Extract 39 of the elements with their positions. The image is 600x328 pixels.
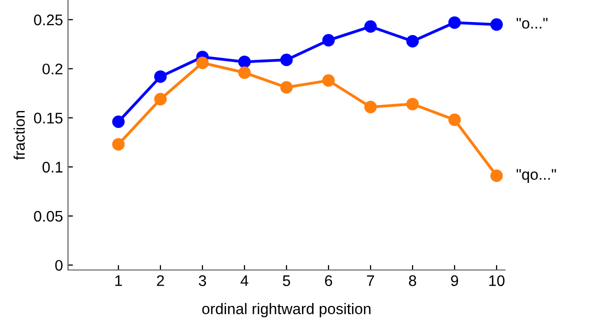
x-tick-label: 6 [325,275,332,286]
y-axis-title: fraction [14,110,25,160]
x-tick-label: 1 [115,275,122,286]
point [364,100,377,114]
x-tick-label: 2 [156,275,164,286]
point [280,81,293,94]
point [196,56,209,70]
point [322,34,335,47]
y-tick-label: 0 [55,260,63,271]
x-tick-label: 7 [367,275,374,286]
y-tick-label: 0.25 [34,14,62,26]
point [280,54,293,66]
y-tick-label: 0.2 [42,64,62,74]
x-tick-label: 8 [408,275,416,286]
x-tick-label: 4 [240,275,248,286]
point [364,20,377,33]
y-tick-label: 0.15 [34,112,62,124]
point [154,92,167,106]
y-tick-label: 0.1 [42,162,62,173]
point [490,18,503,31]
y-tick-label: 0.05 [34,210,62,222]
point [448,16,461,29]
point [490,169,503,182]
point [238,66,251,79]
x-tick-label: 9 [451,275,458,286]
x-tick-label: 10 [489,275,504,286]
x-axis-title: ordinal rightward position [202,302,370,318]
point [448,114,461,126]
point [154,70,167,83]
point [406,34,419,48]
series-label: "o..." [516,18,548,29]
point [238,56,251,68]
point [406,98,419,110]
x-tick-label: 3 [198,275,206,286]
series-label: "qo..." [516,169,556,183]
x-tick-label: 5 [282,275,290,286]
point [112,138,125,151]
point [322,74,335,87]
point [112,115,125,128]
